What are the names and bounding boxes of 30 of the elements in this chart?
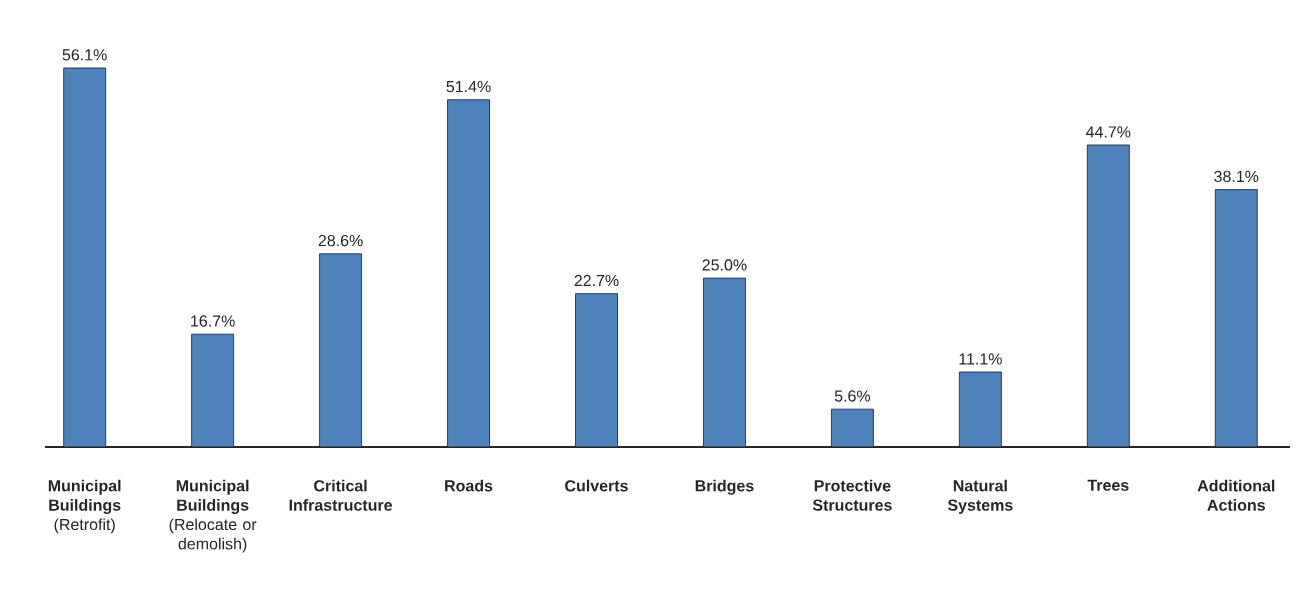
data-label: 22.7% <box>574 274 619 287</box>
x-tick-label: Culverts <box>565 479 628 492</box>
x-tick-label: Bridges <box>695 479 754 495</box>
x-tick-label: Municipal Buildings (Retrofit) <box>48 479 121 534</box>
x-tick-label: Additional Actions <box>1197 479 1275 511</box>
bar <box>319 253 362 448</box>
x-tick-label: Protective Structures <box>812 479 892 511</box>
data-label: 38.1% <box>1214 170 1259 183</box>
bar <box>831 408 874 448</box>
bar <box>958 371 1002 448</box>
bar <box>1086 144 1130 448</box>
x-tick-label: Critical Infrastructure <box>289 479 393 511</box>
data-label: 56.1% <box>62 49 107 61</box>
x-tick-label: Municipal Buildings (Relocate or demolish) <box>169 479 257 553</box>
x-tick-label: Trees <box>1087 479 1129 491</box>
x-tick-label: Roads <box>445 479 493 492</box>
bar <box>1214 189 1258 448</box>
data-label: 5.6% <box>834 390 871 402</box>
data-label: 16.7% <box>191 315 235 327</box>
data-label: 44.7% <box>1086 126 1131 138</box>
bar <box>575 293 618 448</box>
bar <box>447 99 490 448</box>
data-label: 11.1% <box>959 353 1002 365</box>
data-label: 28.6% <box>318 234 363 247</box>
data-label: 25.0% <box>702 259 747 271</box>
data-label: 51.4% <box>446 80 491 93</box>
x-tick-label: Natural Systems <box>947 479 1013 514</box>
bar <box>63 67 107 448</box>
bar <box>703 277 746 448</box>
bar <box>191 333 235 448</box>
